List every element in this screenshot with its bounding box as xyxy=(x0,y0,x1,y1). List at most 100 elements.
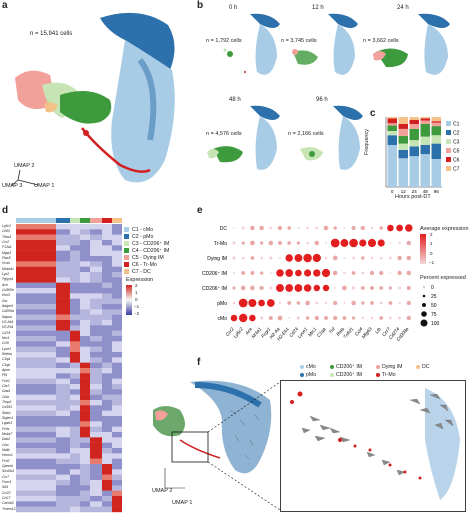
heat-cell xyxy=(90,496,102,502)
dot xyxy=(285,269,294,277)
dotplot-row-label: CD206⁺ IM xyxy=(202,286,227,292)
heat-cell xyxy=(102,496,112,502)
umap-legend-dot xyxy=(300,373,304,377)
heat-cell xyxy=(80,421,90,427)
heat-cell xyxy=(80,240,90,246)
heat-cell xyxy=(102,389,112,395)
heat-cell xyxy=(16,282,56,289)
heat-cell xyxy=(56,389,70,395)
panel-b-count-12h: n = 3,745 cells xyxy=(281,38,317,44)
heat-cell xyxy=(102,432,112,438)
heat-cell xyxy=(70,224,80,230)
heat-cell xyxy=(70,277,80,283)
bar-C1-48 xyxy=(420,154,430,187)
heat-cell xyxy=(16,250,56,257)
bar-C5-96 xyxy=(431,122,441,127)
dot xyxy=(343,271,346,275)
heat-cell xyxy=(102,410,112,417)
heat-cell xyxy=(56,346,70,353)
heat-cell xyxy=(16,341,56,347)
heat-cell xyxy=(102,224,112,230)
panel-d-scale-tick-0: 0 xyxy=(135,297,138,302)
cluster-legend-item: C6 - Tr-Mo xyxy=(124,261,199,268)
gene-label: F13a1 xyxy=(2,245,12,250)
heat-cell xyxy=(90,400,102,406)
heat-cell xyxy=(112,426,122,433)
heat-cell xyxy=(56,234,70,241)
dotplot-gene-label: Tnf xyxy=(328,326,337,335)
dot xyxy=(306,226,309,230)
heat-cell xyxy=(102,426,112,433)
dot xyxy=(295,269,302,277)
panel-d-scale-tick-2: 2 xyxy=(135,283,138,288)
heat-cell xyxy=(70,437,80,443)
heat-cell xyxy=(56,224,70,230)
gene-label: Tmem123 xyxy=(2,506,16,511)
cluster-legend-item: C5 - Dying IM xyxy=(124,254,199,261)
legend-label-C3: C3 xyxy=(453,140,460,146)
heat-cell xyxy=(56,229,70,235)
gene-label: Cd300e xyxy=(2,288,14,292)
heat-cell xyxy=(80,298,90,305)
heat-cell xyxy=(56,490,70,497)
dot xyxy=(379,270,384,276)
heat-cell xyxy=(102,394,112,401)
dot xyxy=(370,226,374,230)
bar-C4-24 xyxy=(409,128,419,141)
dot xyxy=(230,314,238,322)
dot xyxy=(352,256,355,260)
heat-cell xyxy=(112,453,122,459)
cluster-legend-swatch xyxy=(124,227,129,232)
dot xyxy=(367,238,377,248)
heat-cell xyxy=(16,480,56,486)
gene-label: Ace xyxy=(2,282,8,287)
dot xyxy=(398,241,401,245)
heat-cell xyxy=(102,240,112,246)
heat-cell xyxy=(80,325,90,331)
heat-cell xyxy=(112,229,122,235)
dot xyxy=(287,226,291,230)
heat-cell xyxy=(102,373,112,379)
heat-cell xyxy=(16,261,56,267)
heat-cell xyxy=(90,384,102,390)
pct-legend-dot xyxy=(420,319,428,327)
umap-legend-item: CD206⁺ IM xyxy=(330,372,362,378)
umap-legend-item: Tr-Mo xyxy=(376,372,396,378)
bar-C6-24 xyxy=(409,119,419,124)
heat-cell xyxy=(112,464,122,470)
x-tick-0: 0 xyxy=(391,189,394,194)
panel-b-label: b xyxy=(197,0,204,11)
heat-cell xyxy=(112,480,122,486)
pct-legend-dot xyxy=(422,294,426,298)
dot xyxy=(360,286,365,290)
heat-cell xyxy=(70,506,80,513)
dotplot-gene-label: Rela xyxy=(335,326,345,337)
heat-cell xyxy=(90,405,102,411)
panel-f-axis-umap2: UMAP 2 xyxy=(152,488,173,494)
umap-legend-label: pMo xyxy=(306,372,317,378)
heat-cell xyxy=(90,373,102,379)
heat-cell xyxy=(16,234,56,241)
dot xyxy=(370,286,374,290)
heat-cell xyxy=(56,394,70,401)
legend-label-C5: C5 xyxy=(453,149,460,155)
bar-C1-12 xyxy=(398,158,408,187)
pct-legend-dot xyxy=(423,286,425,288)
umap-legend-item: pMo xyxy=(300,372,316,378)
heat-cell xyxy=(70,501,80,507)
gene-label: Gas6 xyxy=(2,389,11,394)
bar-C7-24 xyxy=(409,117,419,120)
heat-cell xyxy=(16,490,56,497)
heat-cell xyxy=(102,357,112,363)
dot xyxy=(388,301,393,305)
heat-cell xyxy=(90,410,102,417)
heat-cell xyxy=(112,293,122,299)
dot xyxy=(233,272,235,274)
dot xyxy=(379,301,383,305)
dot xyxy=(277,315,283,321)
heat-cell xyxy=(102,400,112,406)
dot xyxy=(313,269,321,277)
gene-label: Apoe xyxy=(2,368,10,372)
dot xyxy=(232,286,236,290)
heat-cell xyxy=(80,453,90,459)
